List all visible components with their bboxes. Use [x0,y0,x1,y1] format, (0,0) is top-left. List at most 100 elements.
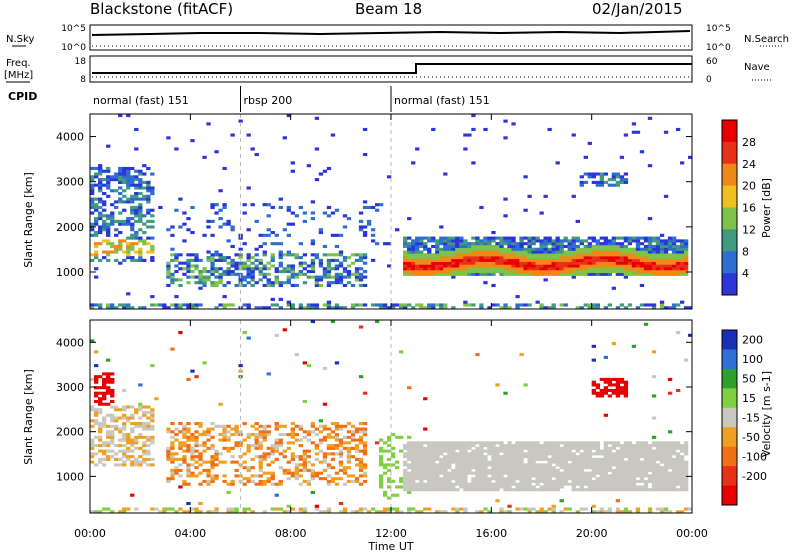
heatmap-cell [142,405,147,409]
heatmap-cell [218,402,223,406]
heatmap-cell [294,275,299,279]
heatmap-cell [467,244,472,249]
heatmap-cell [318,430,324,434]
heatmap-cell [322,427,328,431]
heatmap-cell [330,306,336,310]
heatmap-cell [174,510,179,514]
heatmap-cell [130,228,135,232]
heatmap-cell [427,460,432,464]
heatmap-cell [471,236,476,240]
heatmap-cell [675,270,681,274]
heatmap-cell [298,463,303,467]
heatmap-cell [611,471,617,475]
heatmap-cell [419,306,424,310]
heatmap-cell [435,247,440,251]
heatmap-cell [134,258,139,262]
heatmap-cell [306,433,312,437]
heatmap-cell [206,468,211,472]
heatmap-cell [90,306,95,310]
heatmap-cell [643,479,649,483]
heatmap-cell [515,253,520,257]
heatmap-cell [495,457,500,461]
heatmap-cell [499,446,504,450]
heatmap-cell [635,130,641,134]
heatmap-cell [623,444,629,448]
heatmap-cell [623,441,629,445]
heatmap-cell [238,278,243,282]
heatmap-cell [142,231,147,235]
heatmap-cell [547,264,552,268]
heatmap-cell [266,471,271,475]
heatmap-cell [178,468,183,472]
heatmap-cell [595,463,600,467]
heatmap-cell [302,463,308,467]
heatmap-cell [559,474,564,478]
heatmap-cell [583,267,588,271]
heatmap-cell [671,444,677,448]
heatmap-cell [531,256,536,260]
heatmap-cell [607,253,613,257]
heatmap-cell [198,281,203,285]
heatmap-cell [94,203,99,207]
heatmap-cell [166,264,171,268]
heatmap-cell [459,244,464,249]
heatmap-cell [382,466,388,470]
heatmap-cell [667,391,673,395]
heatmap-cell [455,267,460,271]
heatmap-cell [679,250,685,254]
freq-line [92,63,692,74]
heatmap-cell [362,153,368,157]
heatmap-cell [222,427,227,431]
heatmap-cell [491,441,496,445]
heatmap-cell [643,244,649,249]
heatmap-cell [326,479,332,483]
heatmap-cell [262,272,267,276]
heatmap-cell [386,264,392,268]
heatmap-cell [579,239,584,243]
heatmap-cell [302,466,308,470]
heatmap-cell [118,444,123,448]
heatmap-cell [655,507,661,511]
heatmap-cell [483,477,488,481]
heatmap-cell [531,272,536,276]
heatmap-cell [106,169,111,173]
heatmap-cell [138,433,143,437]
heatmap-cell [471,471,476,475]
heatmap-cell [198,278,203,282]
heatmap-cell [555,161,560,165]
heatmap-cell [346,446,352,450]
heatmap-cell [627,488,633,492]
heatmap-cell [358,463,364,467]
heatmap-cell [515,264,520,268]
heatmap-cell [306,482,312,486]
heatmap-cell [190,258,195,262]
heatmap-cell [238,444,243,448]
heatmap-cell [326,300,332,304]
heatmap-cell [663,441,669,445]
heatmap-cell [407,477,412,481]
heatmap-cell [539,485,544,489]
heatmap-cell [583,457,588,461]
heatmap-cell [643,236,649,240]
heatmap-cell [483,253,488,257]
heatmap-cell [679,253,685,257]
heatmap-cell [611,463,617,467]
heatmap-cell [350,253,356,257]
heatmap-cell [102,391,107,395]
heatmap-cell [338,501,344,506]
heatmap-cell [675,258,681,262]
heatmap-cell [579,466,584,470]
heatmap-cell [419,270,424,274]
heatmap-cell [242,452,247,456]
heatmap-cell [298,457,303,461]
heatmap-cell [539,239,544,243]
heatmap-cell [643,264,649,268]
heatmap-cell [683,256,689,260]
heatmap-cell [98,225,103,229]
heatmap-cell [106,455,111,459]
heatmap-cell [579,488,584,492]
heatmap-cell [487,253,492,257]
heatmap-cell [683,452,689,456]
heatmap-cell [322,211,328,215]
